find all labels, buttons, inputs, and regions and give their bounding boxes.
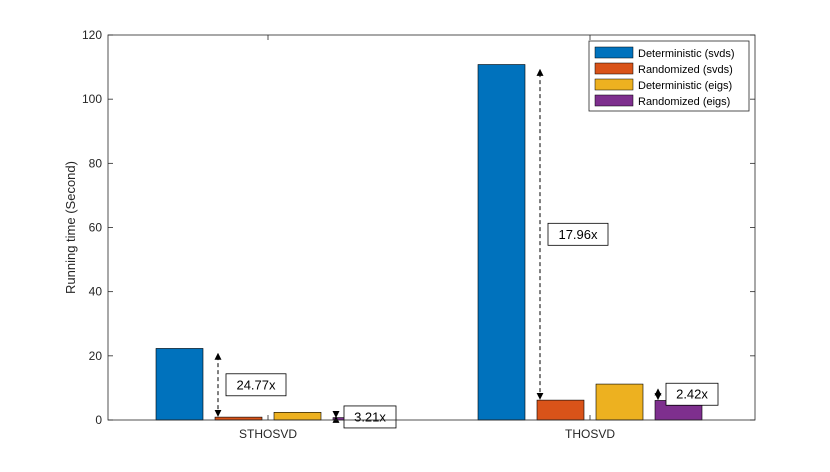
legend-swatch-deterministic-svds — [594, 46, 634, 59]
x-tick-label-thosvd: THOSVD — [565, 427, 615, 441]
legend-label-deterministic-eigs: Deterministic (eigs) — [638, 80, 732, 92]
annotation-thosvd-2-42x-box — [665, 382, 719, 406]
bar-thosvd-deterministic-eigs — [595, 383, 644, 421]
bar-sthosvd-deterministic-eigs — [273, 411, 322, 421]
legend-swatch-deterministic-eigs — [594, 78, 634, 91]
annotation-thosvd-2-42x-label: 2.42x — [676, 387, 708, 402]
legend-swatch-randomized-eigs — [594, 94, 634, 107]
annotation-thosvd-17-96x-label: 17.96x — [558, 227, 598, 242]
legend-swatch-randomized-svds — [594, 62, 634, 75]
bar-thosvd-randomized-svds — [536, 399, 585, 421]
annotations-layer: 24.77x 3.21x 17.96x 2.42x — [214, 68, 719, 429]
x-tick-label-sthosvd: STHOSVD — [239, 427, 297, 441]
annotation-sthosvd-24-77x-label: 24.77x — [236, 377, 276, 392]
y-tick-label: 120 — [82, 28, 102, 42]
legend-label-randomized-eigs: Randomized (eigs) — [638, 96, 730, 108]
bar-sthosvd-randomized-svds — [214, 416, 263, 421]
y-tick-label: 20 — [89, 349, 103, 363]
bar-thosvd-deterministic-svds — [477, 64, 526, 421]
annotation-sthosvd-3-21x-box — [343, 405, 397, 429]
y-tick-label: 40 — [89, 285, 103, 299]
bar-sthosvd-deterministic-svds — [155, 348, 204, 421]
y-tick-label: 80 — [89, 156, 103, 170]
y-tick-label: 100 — [82, 92, 102, 106]
y-tick-label: 0 — [95, 413, 102, 427]
legend-label-randomized-svds: Randomized (svds) — [638, 64, 733, 76]
annotation-sthosvd-24-77x-box — [225, 373, 287, 397]
legend: Deterministic (svds) Randomized (svds) Det… — [588, 40, 750, 112]
legend-label-deterministic-svds: Deterministic (svds) — [638, 48, 735, 60]
y-tick-label: 60 — [89, 221, 103, 235]
axes-layer: 0 20 40 60 80 100 120 STHOSVD THOSVD — [82, 28, 755, 441]
annotation-thosvd-17-96x-box — [547, 222, 609, 246]
y-axis-label: Running time (Second) — [63, 161, 78, 294]
annotation-sthosvd-3-21x-label: 3.21x — [354, 409, 386, 424]
